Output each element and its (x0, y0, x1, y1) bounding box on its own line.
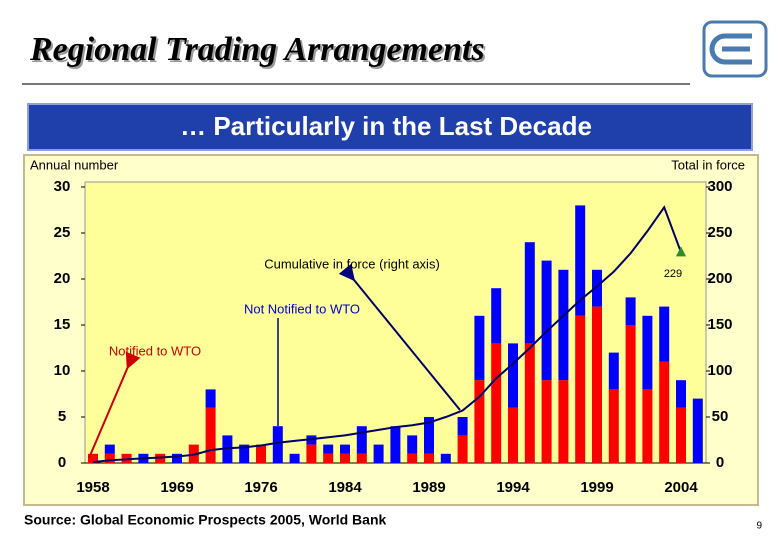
y-tick-label: 25 (54, 224, 71, 241)
y2-tick-label: 100 (707, 362, 732, 379)
page-number: 9 (756, 521, 762, 532)
bar-segment (541, 380, 552, 463)
bar-segment (642, 389, 653, 463)
bar-segment (508, 343, 518, 408)
x-tick-label: 2004 (664, 479, 698, 496)
series-label: Not Notified to WTO (244, 301, 360, 316)
bar-segment (592, 269, 602, 307)
bar-segment (474, 315, 485, 381)
bar-segment (323, 444, 334, 454)
bar-segment (474, 380, 485, 463)
y2-tick-label: 200 (707, 270, 732, 287)
bar-segment (239, 444, 250, 463)
bar-segment (692, 398, 703, 463)
bar-segment (205, 389, 216, 408)
slide-title: Regional Trading Arrangements (29, 31, 485, 68)
y2-tick-label: 0 (716, 454, 724, 471)
bar-segment (424, 453, 434, 463)
bar-segment (373, 444, 384, 463)
bar-segment (88, 453, 98, 463)
annotation-arrow (88, 351, 141, 459)
x-tick-label: 1984 (328, 479, 362, 496)
bar-segment (491, 343, 502, 463)
title-shadow: Regional Trading Arrangements (31, 33, 487, 70)
value-label: 229 (664, 268, 682, 280)
bar-segment (676, 407, 686, 463)
series-label: Cumulative in force (right axis) (264, 256, 440, 271)
y2-tick-label: 300 (707, 178, 732, 195)
cumulative-line (92, 205, 682, 464)
source-note: Source: Global Economic Prospects 2005, … (24, 512, 387, 528)
bar-segment (575, 205, 586, 316)
bar-segment (172, 453, 182, 463)
bar-segment (625, 297, 636, 325)
bar-segment (424, 417, 434, 454)
bar-segment (608, 389, 619, 463)
bar-segment (508, 407, 518, 463)
bar-segment (272, 426, 283, 463)
y-tick-label: 20 (54, 270, 71, 287)
bar-segment (642, 315, 653, 390)
bar-segment (575, 315, 586, 463)
bar-segment (256, 444, 266, 463)
bar-segment (306, 444, 317, 463)
bar-segment (407, 453, 418, 463)
bar-segment (356, 426, 367, 454)
bar-segment (104, 444, 115, 454)
x-tick-label: 1994 (496, 479, 530, 496)
bar-segment (608, 352, 619, 390)
bar-segment (289, 453, 300, 463)
bar-segment (625, 325, 636, 463)
series-label: Notified to WTO (109, 343, 201, 358)
x-tick-label: 1989 (412, 479, 445, 496)
y2-axis-label: Total in force (671, 157, 745, 172)
bar-segment (390, 426, 401, 463)
bar-segment (558, 269, 569, 381)
y-axis-label: Annual number (30, 157, 119, 172)
bar-segment (323, 453, 334, 463)
subtitle-banner (27, 103, 753, 151)
bar-segment (524, 343, 535, 463)
subtitle: … Particularly in the Last Decade (180, 111, 592, 141)
bar-segment (457, 435, 468, 463)
bar-segment (541, 260, 552, 381)
x-tick-label: 1976 (244, 479, 277, 496)
end-marker (676, 246, 686, 257)
bar-segment (340, 453, 350, 463)
y-tick-label: 15 (54, 316, 71, 333)
logo (702, 20, 768, 78)
bar-segment (491, 288, 502, 344)
x-tick-label: 1958 (76, 479, 109, 496)
bar-segment (340, 444, 350, 454)
x-tick-label: 1969 (160, 479, 193, 496)
bar-segment (407, 435, 418, 454)
bar-segment (676, 380, 686, 408)
bar-segment (558, 380, 569, 463)
bar-segment (457, 417, 468, 436)
y-tick-label: 5 (58, 408, 66, 425)
x-tick-label: 1999 (580, 479, 613, 496)
bar-segment (440, 453, 451, 463)
plot-area (84, 181, 707, 464)
bar-segment (659, 361, 670, 463)
y2-tick-label: 150 (707, 316, 732, 333)
bar-segment (524, 242, 535, 344)
bar-segment (659, 306, 670, 362)
bar-segment (356, 453, 367, 463)
bar-segment (205, 407, 216, 463)
y-tick-label: 0 (58, 454, 66, 471)
annotation-arrow (338, 263, 461, 411)
y2-tick-label: 50 (712, 408, 729, 425)
y-tick-label: 30 (54, 178, 71, 195)
y-tick-label: 10 (54, 362, 71, 379)
y2-tick-label: 250 (707, 224, 732, 241)
bar-segment (592, 306, 602, 463)
bar-segment (104, 453, 115, 463)
